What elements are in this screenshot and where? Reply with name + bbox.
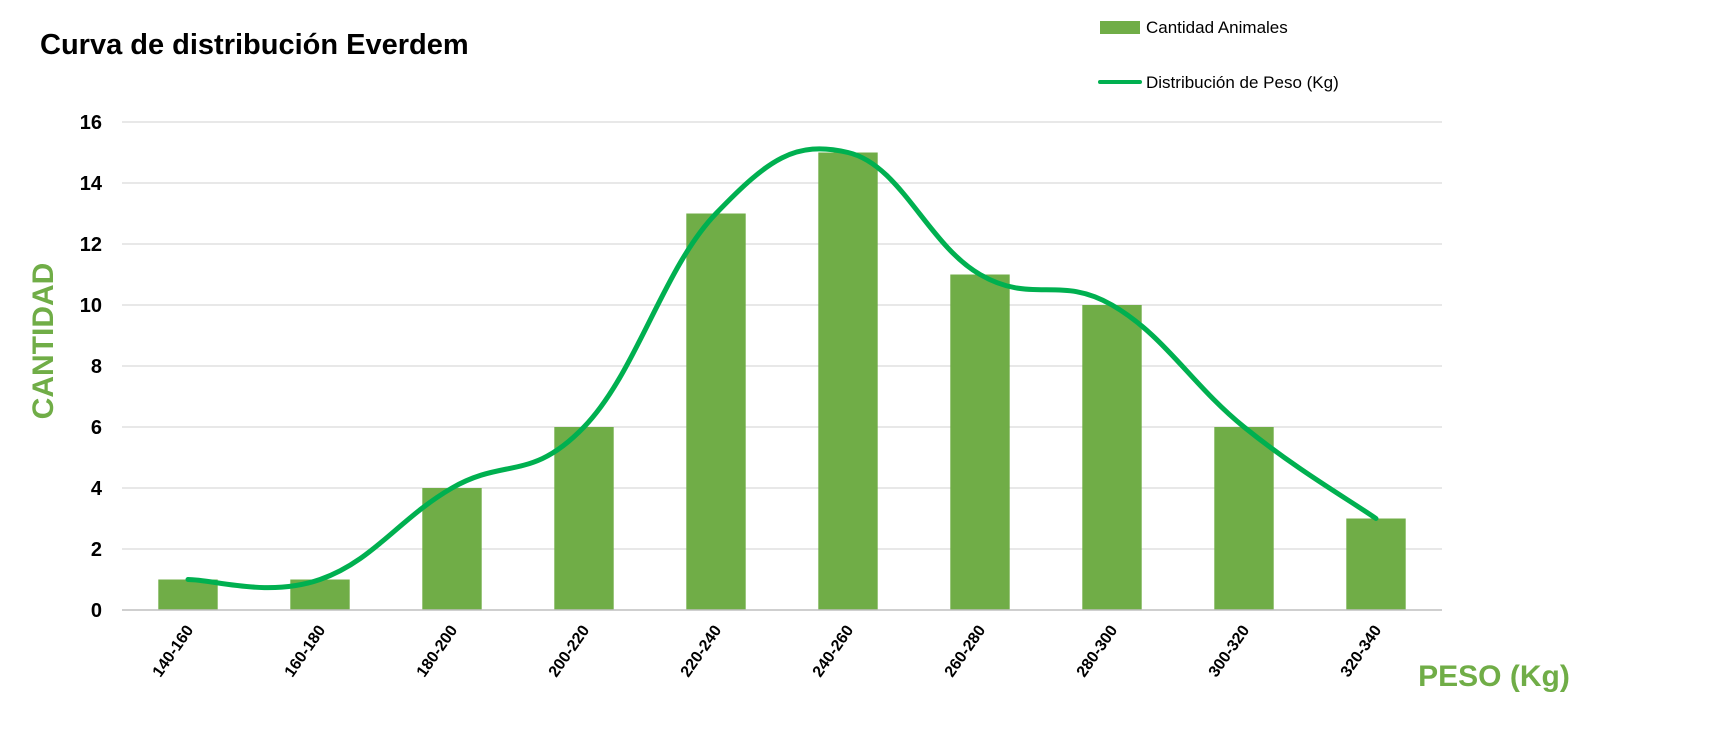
chart-title: Curva de distribución Everdem — [40, 29, 469, 61]
bar — [158, 579, 218, 610]
bar — [422, 488, 482, 610]
x-tick-label: 140-160 — [150, 622, 198, 680]
x-tick-label: 260-280 — [942, 622, 990, 680]
y-tick-label: 10 — [80, 295, 102, 317]
y-tick-label: 12 — [80, 234, 102, 256]
bar — [1082, 305, 1142, 610]
y-tick-label: 2 — [91, 539, 102, 561]
y-tick-label: 8 — [91, 356, 102, 378]
bar — [818, 152, 878, 610]
y-tick-label: 4 — [91, 478, 103, 500]
bar — [686, 213, 746, 610]
x-tick-label: 200-220 — [546, 622, 594, 680]
bar — [554, 427, 614, 610]
bar — [1346, 518, 1406, 610]
distribution-curve — [185, 146, 1379, 591]
line-series — [185, 146, 1379, 591]
y-tick-label: 14 — [80, 173, 103, 195]
x-tick-label: 240-260 — [810, 622, 858, 680]
x-axis-ticks: 140-160 160-180 180-200 200-220 220-240 240-2… — [150, 622, 1386, 680]
x-tick-label: 220-240 — [678, 622, 726, 680]
legend-swatch-bars — [1100, 21, 1140, 34]
x-tick-label: 160-180 — [282, 622, 330, 680]
legend-label-line: Distribución de Peso (Kg) — [1146, 73, 1339, 92]
x-tick-label: 180-200 — [414, 622, 462, 680]
x-tick-label: 300-320 — [1206, 622, 1254, 680]
legend: Cantidad Animales Distribución de Peso (… — [1098, 18, 1339, 92]
legend-label-bars: Cantidad Animales — [1146, 18, 1288, 37]
x-tick-label: 280-300 — [1074, 622, 1122, 680]
y-axis-ticks: 0 2 4 6 8 10 12 14 16 — [80, 112, 103, 622]
y-axis-label: CANTIDAD — [27, 263, 60, 420]
bar-series — [158, 152, 1406, 610]
bar — [950, 274, 1010, 610]
y-tick-label: 0 — [91, 600, 102, 622]
x-axis-label: PESO (Kg) — [1418, 660, 1570, 693]
y-tick-label: 6 — [91, 417, 102, 439]
x-tick-label: 320-340 — [1338, 622, 1386, 680]
bar — [1214, 427, 1274, 610]
gridlines — [122, 121, 1442, 550]
y-tick-label: 16 — [80, 112, 102, 134]
